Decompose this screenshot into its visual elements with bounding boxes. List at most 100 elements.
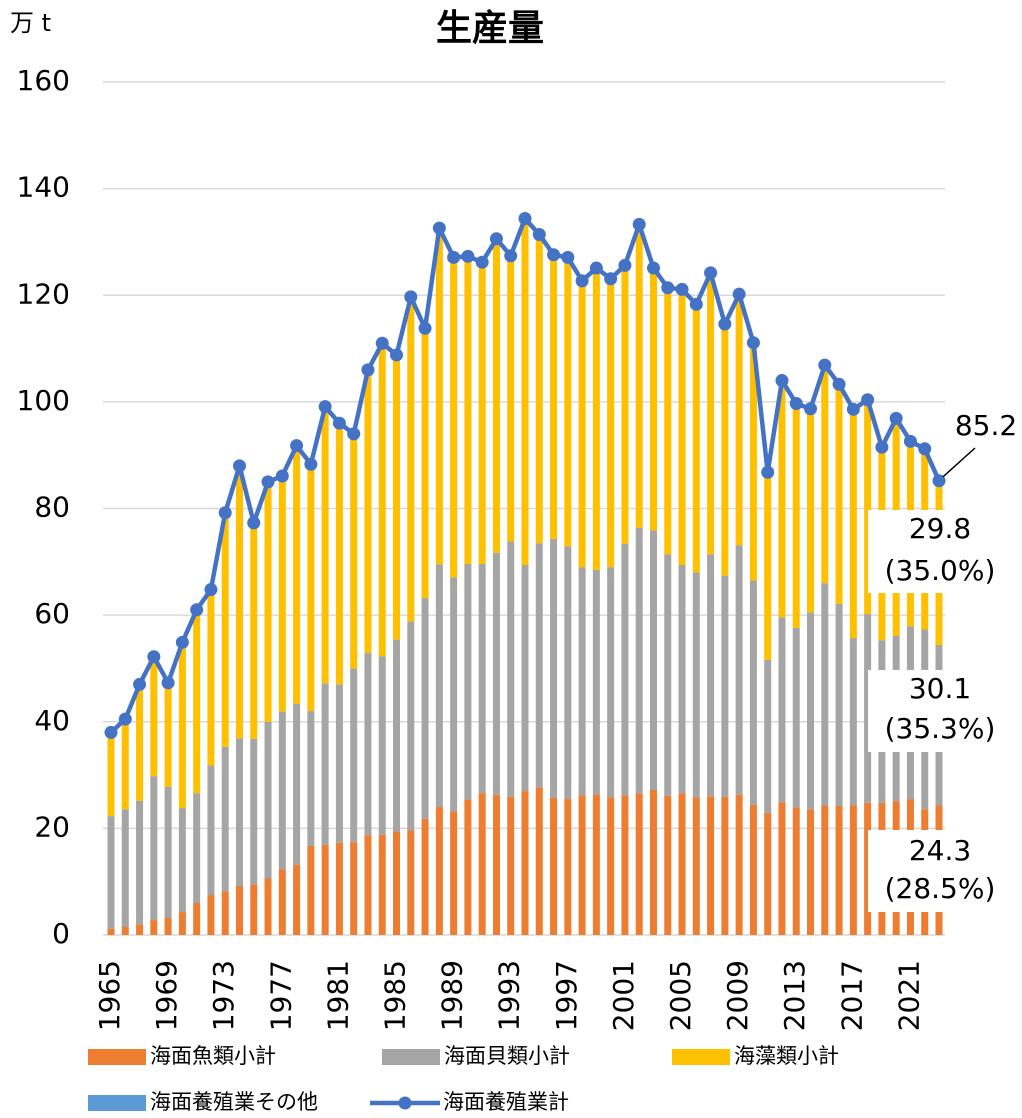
bar-segment (864, 802, 872, 935)
bar-segment (136, 687, 144, 801)
line-marker (561, 250, 575, 264)
bar-segment (664, 293, 672, 555)
bar-segment (164, 786, 172, 918)
line-marker (604, 272, 618, 286)
line-marker (903, 434, 917, 448)
bar-segment (278, 711, 286, 870)
bar-segment (250, 884, 258, 935)
bar-segment (207, 895, 215, 935)
bar-segment (107, 816, 115, 929)
bar-segment (778, 617, 786, 803)
line-marker (846, 402, 860, 416)
bar-segment (764, 477, 772, 660)
bar-segment (864, 405, 872, 615)
legend-swatch (88, 1049, 146, 1065)
bar-segment (864, 614, 872, 803)
x-tick-label: 1993 (493, 960, 526, 1031)
line-marker (761, 465, 775, 479)
bar-segment (678, 793, 686, 935)
line-marker (718, 317, 732, 331)
annotation: (35.0%) (885, 554, 996, 587)
bar-segment (735, 299, 743, 546)
data-label: 30.1 (909, 672, 971, 705)
bar-segment (550, 257, 558, 539)
legend-label: 海藻類小計 (734, 1044, 839, 1068)
bar-segment (807, 809, 815, 935)
bar-segment (293, 703, 301, 865)
bar-segment (592, 270, 600, 570)
line-marker (275, 469, 289, 483)
bar-segment (478, 264, 486, 564)
x-tick-label: 2017 (835, 960, 868, 1031)
x-tick-label: 1997 (550, 960, 583, 1031)
bar-segment (321, 844, 329, 935)
bar-segment (807, 612, 815, 810)
bar-segment (635, 229, 643, 528)
bar-segment (264, 484, 272, 722)
line-marker (889, 411, 903, 425)
bar-segment (307, 466, 315, 712)
bar-segment (707, 554, 715, 797)
line-marker (675, 282, 689, 296)
bar-segment (193, 793, 201, 904)
bar-segment (178, 644, 186, 809)
bar-segment (250, 738, 258, 885)
bar-segment (278, 869, 286, 935)
bar-segment (335, 842, 343, 935)
x-tick-label: 2001 (607, 960, 640, 1031)
bar-segment (464, 258, 472, 564)
bar-segment (821, 370, 829, 584)
bar-segment (407, 830, 415, 935)
bar-segment (492, 794, 500, 935)
x-tick-label: 1985 (379, 960, 412, 1031)
bar-segment (692, 572, 700, 798)
bar-segment (492, 552, 500, 795)
bar-segment (136, 800, 144, 925)
line-marker (518, 211, 532, 225)
bar-segment (350, 436, 358, 669)
bar-segment (293, 448, 301, 704)
bar-segment (421, 330, 429, 599)
bar-segment (378, 834, 386, 935)
line-marker (447, 250, 461, 264)
line-marker (875, 440, 889, 454)
line-marker (218, 506, 232, 520)
line-marker (104, 725, 118, 739)
bar-segment (849, 805, 857, 935)
line-marker (247, 516, 261, 530)
line-marker (118, 712, 132, 726)
y-tick-label: 40 (34, 704, 70, 737)
line-marker (532, 227, 546, 241)
bar-segment (792, 627, 800, 808)
line-marker (932, 474, 946, 488)
label-background (868, 670, 998, 752)
line-marker (547, 248, 561, 262)
bar-segment (435, 230, 443, 565)
bar-segment (164, 917, 172, 935)
line-marker (489, 232, 503, 246)
x-tick-label: 2021 (892, 960, 925, 1031)
bar-segment (792, 807, 800, 935)
bar-segment (250, 525, 258, 739)
bar-segment (749, 348, 757, 581)
bar-segment (378, 656, 386, 835)
bar-segment (607, 797, 615, 935)
bar-segment (550, 797, 558, 935)
bar-segment (121, 721, 129, 810)
bar-segment (535, 543, 543, 788)
bar-segment (221, 746, 229, 892)
bar-segment (364, 652, 372, 836)
line-marker (589, 261, 603, 275)
bar-segment (507, 541, 515, 797)
bar-segment (507, 796, 515, 935)
label-background (868, 510, 998, 593)
bar-segment (707, 796, 715, 935)
y-tick-label: 80 (34, 491, 70, 524)
bar-segment (635, 793, 643, 935)
bar-segment (507, 258, 515, 542)
line-marker (290, 439, 304, 453)
x-tick-label: 2005 (664, 960, 697, 1031)
y-tick-label: 20 (34, 810, 70, 843)
bar-segment (792, 408, 800, 628)
line-marker (775, 374, 789, 388)
